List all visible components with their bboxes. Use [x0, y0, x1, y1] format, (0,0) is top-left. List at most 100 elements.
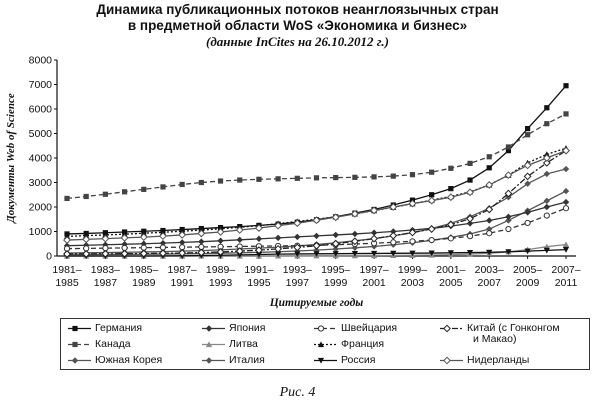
series-10-point [562, 146, 570, 155]
series-0-point [525, 126, 531, 132]
series-6-point [505, 225, 512, 233]
series-0-point [544, 105, 550, 111]
series-1-point [237, 177, 243, 183]
series-3-point [294, 233, 301, 241]
series-0-point [486, 165, 492, 171]
legend-swatch [440, 356, 463, 365]
x-tick-label-top: 2007– [551, 264, 580, 276]
series-1-point [275, 176, 281, 182]
x-axis-title: Цитируемые годы [269, 297, 364, 309]
series-6-point [524, 219, 531, 227]
series-3-point [543, 203, 551, 211]
series-10-point [312, 216, 321, 225]
series-9-point [542, 158, 551, 167]
x-tick-label-top: 1997– [359, 264, 388, 276]
legend-label: Канада [95, 338, 131, 350]
series-6-point [121, 244, 128, 252]
series-1-point [141, 186, 147, 192]
x-tick-label-bottom: 1985 [55, 277, 79, 289]
series-9-point [312, 241, 321, 250]
series-1-point [83, 193, 89, 200]
legend-swatch [314, 357, 337, 364]
series-10-point [82, 235, 91, 244]
series-10-point [427, 196, 436, 205]
series-3 [63, 198, 570, 249]
series-8-point [409, 250, 416, 257]
x-tick-label-bottom: 1987 [94, 277, 118, 289]
series-10-point [331, 213, 340, 222]
series-10 [63, 146, 570, 244]
series-10-line [66, 150, 567, 241]
series-9-point [159, 249, 167, 258]
legend-swatch [440, 324, 463, 333]
y-tick-label: 0 [46, 251, 52, 263]
legend-label: Германия [95, 322, 143, 334]
legend-marker [205, 325, 213, 332]
series-3-point [313, 232, 320, 240]
legend-swatch [202, 325, 225, 332]
series-8-point [447, 250, 454, 256]
series-1-point [160, 184, 166, 190]
legend-marker [72, 341, 78, 348]
x-tick-label-top: 1987– [168, 264, 197, 276]
series-1-point [486, 154, 492, 160]
series-10-point [235, 226, 244, 234]
series-3-point [82, 242, 90, 249]
legend-label: Литва [229, 338, 258, 350]
series-9-point [485, 205, 494, 214]
legend-marker [72, 325, 78, 332]
series-9-point [255, 246, 263, 255]
x-tick-label-bottom: 1991 [170, 277, 194, 289]
series-10-point [101, 234, 110, 243]
series-10-point [350, 209, 359, 218]
series-9-point [350, 237, 359, 246]
y-tick-label: 3000 [29, 177, 53, 189]
series-1-point [313, 175, 320, 181]
x-tick-label-top: 1983– [91, 264, 120, 276]
series-8-point [505, 249, 512, 255]
series-9-point [293, 243, 302, 252]
series-9-point [197, 248, 206, 257]
series-6-point [409, 238, 416, 245]
series-1-point [429, 169, 435, 175]
series-9-point [523, 172, 532, 181]
legend-swatch [314, 325, 337, 332]
series-10-point [446, 193, 455, 202]
line-chart: 0100020003000400050006000700080001981–19… [5, 55, 581, 310]
series-9-point [504, 189, 513, 198]
series-1-point [390, 173, 396, 179]
series-6-point [447, 235, 454, 242]
chart-subtitle: (данные InCites на 26.10.2012 г.) [206, 34, 389, 49]
series-9-point [466, 214, 474, 223]
series-0-point [429, 192, 435, 198]
series-6-point [486, 230, 493, 237]
series-7-point [63, 233, 71, 239]
series-3-point [178, 239, 186, 246]
series-3-point [562, 198, 570, 206]
series-4-point [562, 241, 570, 248]
series-0-line [66, 85, 567, 235]
series-3-point [486, 217, 493, 224]
chart-title-line-2: в предметной области WoS «Экономика и би… [127, 18, 468, 33]
x-tick-label-bottom: 2007 [478, 277, 502, 289]
legend-label: Нидерланды [467, 354, 530, 366]
series-7-point [83, 232, 90, 239]
series-7-point [543, 151, 550, 157]
series-9-point [82, 250, 91, 258]
x-tick-label-bottom: 1999 [324, 277, 348, 289]
series-8-point [562, 247, 570, 253]
series-3-point [274, 234, 282, 242]
legend-label: Китай (с Гонконгом [467, 322, 560, 334]
series-10-point [485, 181, 494, 189]
series-1-point [505, 144, 512, 150]
legend-swatch [202, 357, 225, 364]
series-9-point [274, 244, 283, 253]
series-1-point [333, 175, 339, 181]
x-tick-label-top: 1993– [283, 264, 312, 276]
series-1-point [544, 121, 550, 127]
x-tick-label-top: 1981– [52, 264, 81, 276]
x-tick-label-top: 2005– [513, 264, 542, 276]
series-6-point [179, 244, 186, 251]
series-0 [64, 83, 569, 237]
y-tick-label: 1000 [29, 226, 53, 238]
